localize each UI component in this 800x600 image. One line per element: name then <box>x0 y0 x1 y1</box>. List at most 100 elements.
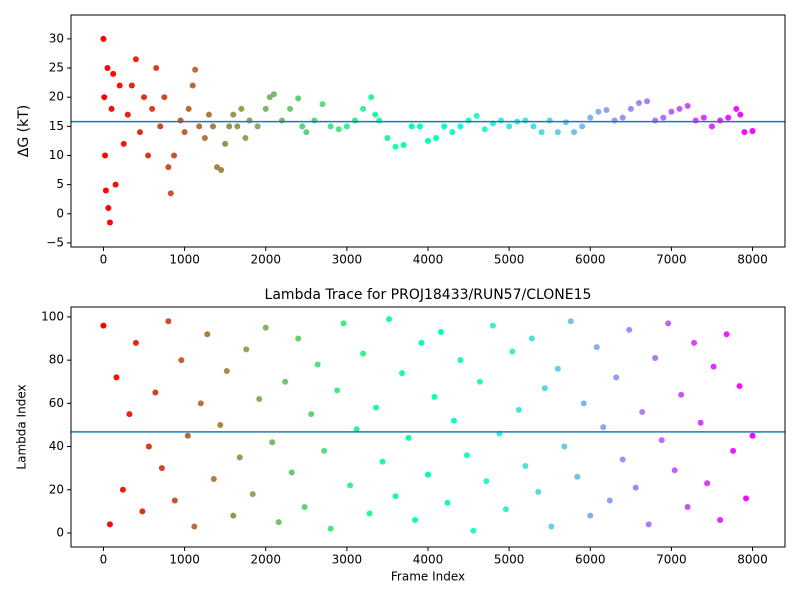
point <box>408 123 415 130</box>
x-axis-label: Frame Index <box>391 570 465 584</box>
point <box>483 478 490 485</box>
x-tick-label: 7000 <box>656 553 687 567</box>
point <box>185 105 192 112</box>
point <box>437 329 444 336</box>
y-tick-label: 15 <box>49 119 64 133</box>
point <box>288 469 295 476</box>
point <box>567 318 574 325</box>
point <box>308 411 315 418</box>
point <box>412 516 419 523</box>
y-tick-label: 25 <box>49 61 64 75</box>
point <box>463 452 470 459</box>
point <box>319 101 326 108</box>
point <box>498 117 505 124</box>
point <box>106 219 113 226</box>
point <box>262 324 269 331</box>
point <box>522 462 529 469</box>
point <box>181 129 188 136</box>
point <box>351 117 358 124</box>
point <box>541 385 548 392</box>
point <box>106 521 113 528</box>
y-tick-label: 30 <box>49 31 64 45</box>
point <box>386 316 393 323</box>
point <box>275 519 282 526</box>
point <box>256 396 263 403</box>
y-tick-label: 40 <box>49 439 64 453</box>
x-tick-label: 5000 <box>494 553 525 567</box>
point <box>730 447 737 454</box>
point <box>372 111 379 118</box>
point <box>749 128 756 134</box>
point <box>626 326 633 333</box>
point <box>481 126 488 133</box>
point <box>373 404 380 411</box>
point <box>295 335 302 342</box>
point <box>295 95 302 102</box>
point <box>561 443 568 450</box>
point <box>574 473 581 480</box>
point <box>360 350 367 357</box>
point <box>671 467 678 474</box>
point <box>177 117 184 124</box>
point <box>684 504 691 511</box>
point <box>152 389 159 396</box>
point <box>222 140 229 147</box>
x-tick-label: 4000 <box>413 253 444 267</box>
point <box>126 411 133 418</box>
point <box>571 129 578 136</box>
point <box>449 129 456 136</box>
point <box>230 111 237 118</box>
point <box>606 497 613 504</box>
point <box>226 123 233 130</box>
point <box>399 370 406 377</box>
x-tick-label: 8000 <box>737 253 768 267</box>
point <box>153 65 160 72</box>
point <box>743 495 750 502</box>
x-tick-label: 7000 <box>656 253 687 267</box>
axes-frame <box>70 14 786 248</box>
point <box>546 117 553 124</box>
x-tick-label: 4000 <box>413 553 444 567</box>
point <box>627 105 634 112</box>
x-tick-label: 2000 <box>250 553 281 567</box>
point <box>189 82 196 89</box>
point <box>548 523 555 530</box>
point <box>161 94 168 101</box>
point <box>515 406 522 413</box>
point <box>522 117 529 124</box>
point <box>171 497 178 504</box>
point <box>246 117 253 124</box>
point <box>278 117 285 124</box>
point <box>554 129 561 136</box>
point <box>270 91 277 98</box>
point <box>535 488 542 495</box>
point <box>418 339 425 346</box>
y-tick-label: 5 <box>56 177 64 191</box>
point <box>242 134 249 141</box>
x-tick-label: 2000 <box>250 253 281 267</box>
point <box>400 141 407 148</box>
point <box>340 320 347 327</box>
point <box>201 134 208 141</box>
y-tick-label: 20 <box>49 482 64 496</box>
point <box>110 70 117 77</box>
point <box>124 111 131 118</box>
point <box>632 484 639 491</box>
point <box>392 493 399 500</box>
point <box>149 105 156 112</box>
point <box>587 114 594 121</box>
point <box>167 190 174 197</box>
point <box>145 443 152 450</box>
point <box>132 339 139 346</box>
point <box>749 432 756 439</box>
point <box>335 126 342 133</box>
point <box>192 66 199 73</box>
point <box>603 107 610 114</box>
point <box>652 117 659 124</box>
point <box>457 357 464 364</box>
point <box>710 363 717 370</box>
point <box>301 504 308 511</box>
point <box>457 123 464 130</box>
y-tick-label: 100 <box>41 309 64 323</box>
